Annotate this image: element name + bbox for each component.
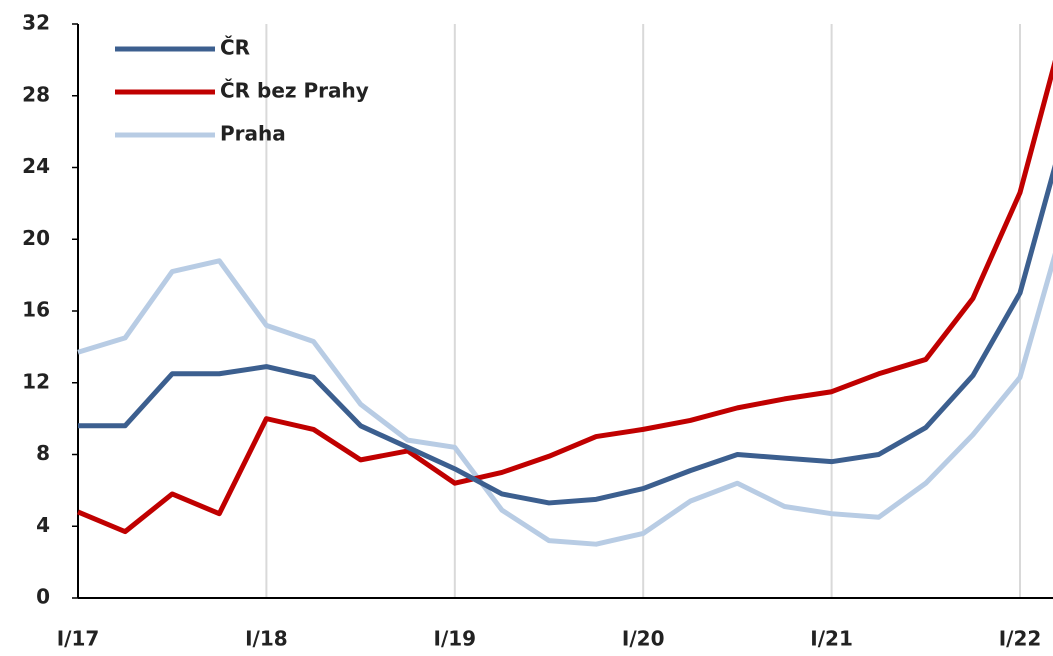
y-tick-label: 12 xyxy=(22,369,50,393)
y-tick-label: 4 xyxy=(36,513,50,537)
legend-label: ČR bez Prahy xyxy=(220,79,369,103)
x-tick-label: I/18 xyxy=(245,627,288,651)
x-tick-label: I/22 xyxy=(999,627,1042,651)
y-tick-label: 20 xyxy=(22,226,50,250)
x-tick-label: I/21 xyxy=(810,627,853,651)
series-line xyxy=(77,59,1053,535)
y-tick-label: 8 xyxy=(36,441,50,465)
x-tick-label: I/20 xyxy=(622,627,665,651)
x-tick-label: I/17 xyxy=(57,627,100,651)
x-tick-label: I/19 xyxy=(434,627,477,651)
legend-label: Praha xyxy=(220,122,286,146)
y-tick-label: 28 xyxy=(22,82,50,106)
y-tick-label: 16 xyxy=(22,298,50,322)
series-line xyxy=(77,252,1053,547)
y-tick-label: 0 xyxy=(36,585,50,609)
legend-label: ČR xyxy=(220,36,250,60)
y-tick-label: 24 xyxy=(22,154,50,178)
series-line xyxy=(78,164,1053,506)
y-tick-label: 32 xyxy=(22,11,50,35)
